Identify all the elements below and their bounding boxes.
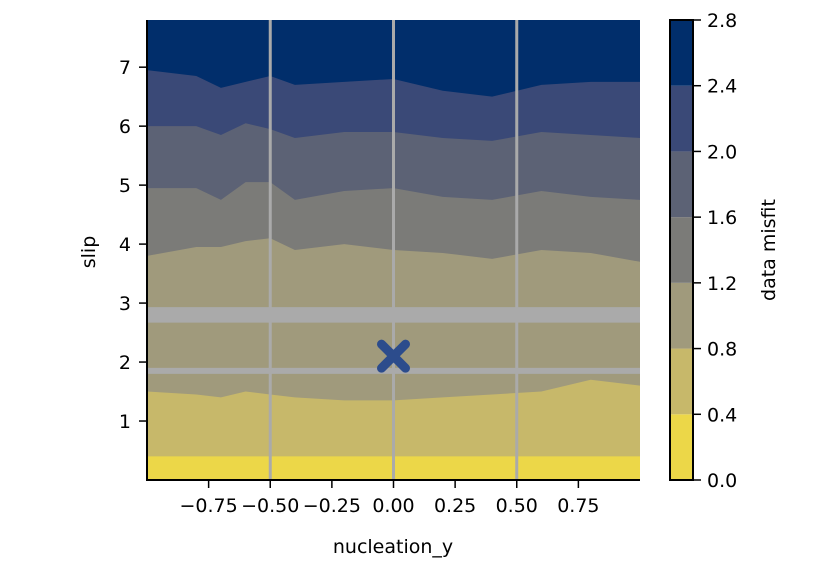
colorbar-segment: [670, 151, 693, 218]
x-axis: −0.75 −0.50 −0.25 0.00 0.25 0.50 0.75: [180, 480, 600, 517]
colorbar-tick-label: 0.4: [707, 404, 737, 426]
y-tick-label: 6: [119, 116, 131, 138]
y-tick-label: 5: [119, 175, 131, 197]
colorbar-segment: [670, 348, 693, 415]
y-tick-label: 4: [119, 234, 131, 256]
colorbar-segment: [670, 85, 693, 152]
x-tick-label: 0.50: [496, 495, 538, 517]
colorbar-tick-label: 2.4: [707, 76, 737, 98]
colorbar-label: data misfit: [758, 199, 780, 301]
colorbar-segment: [670, 282, 693, 349]
y-tick-label: 2: [119, 352, 131, 374]
x-tick-label: 0.00: [372, 495, 414, 517]
x-tick-label: 0.25: [434, 495, 476, 517]
colorbar-tick-label: 2.8: [707, 10, 737, 32]
x-tick-label: 0.75: [557, 495, 599, 517]
colorbar-tick-label: 2.0: [707, 141, 737, 163]
colorbar-tick-label: 0.8: [707, 339, 737, 361]
colorbar: 0.0 0.4 0.8 1.2 1.6 2.0 2.4 2.8: [669, 10, 737, 492]
x-tick-label: −0.75: [180, 495, 238, 517]
colorbar-frame: [669, 19, 694, 481]
best-fit-marker: [377, 339, 410, 373]
x-tick-label: −0.50: [241, 495, 299, 517]
y-tick-label: 1: [119, 411, 131, 433]
y-tick-label: 3: [119, 293, 131, 315]
x-tick-label: −0.25: [303, 495, 361, 517]
colorbar-segment: [670, 414, 693, 480]
colorbar-segment: [670, 20, 693, 86]
plot-area: [147, 20, 640, 480]
x-axis-label: nucleation_y: [333, 536, 453, 558]
colorbar-tick-label: 0.0: [707, 470, 737, 492]
colorbar-tick-label: 1.6: [707, 207, 737, 229]
y-tick-label: 7: [119, 57, 131, 79]
reference-band: [147, 310, 640, 320]
y-axis: 1 2 3 4 5 6 7: [119, 57, 147, 433]
colorbar-segment: [670, 217, 693, 283]
y-axis-label: slip: [78, 236, 100, 269]
colorbar-tick-label: 1.2: [707, 273, 737, 295]
